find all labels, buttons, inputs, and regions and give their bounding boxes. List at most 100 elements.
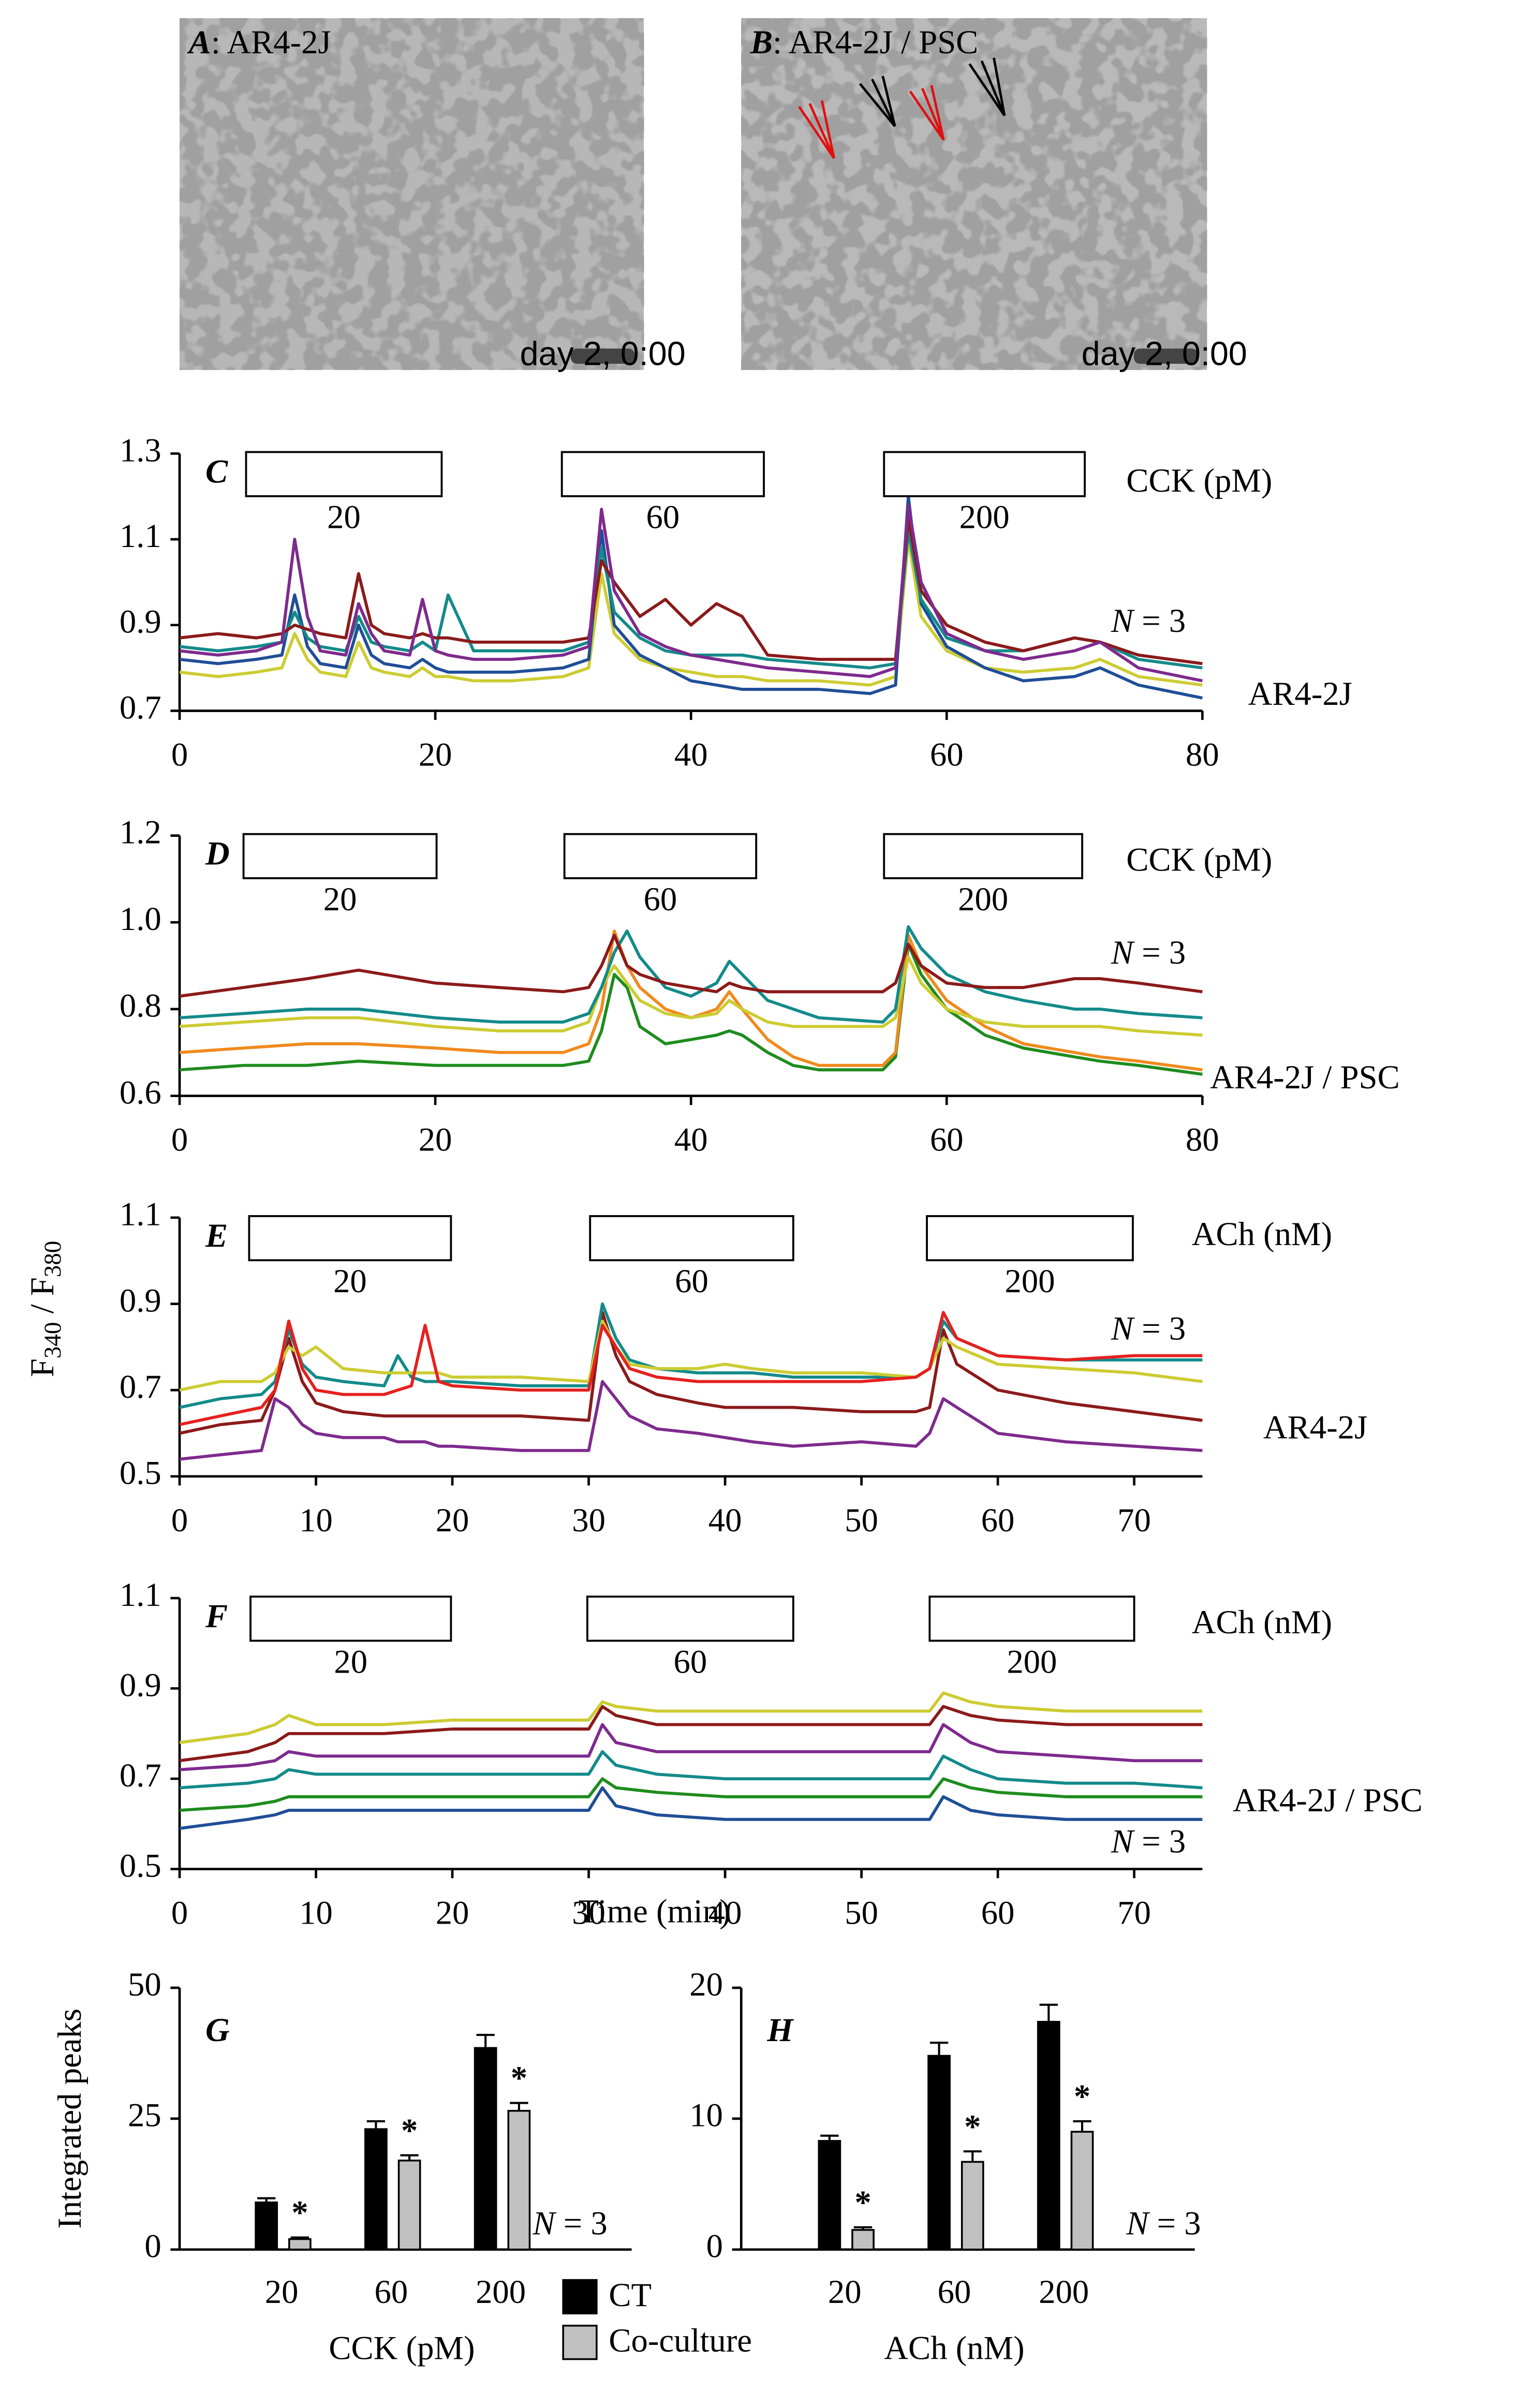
n-text: = 3 (1133, 1822, 1186, 1859)
stimulus-dose: 200 (958, 880, 1008, 918)
arrows-black (859, 57, 1006, 127)
significance: * (854, 2183, 871, 2221)
y-tick-label: 0.7 (120, 688, 161, 726)
n-text: = 3 (1133, 934, 1186, 971)
panel-letter: D (205, 835, 230, 872)
trace (179, 942, 1203, 1076)
stimulus-dose: 60 (646, 498, 680, 536)
trace (179, 934, 1203, 998)
bar (474, 2047, 497, 2251)
y-tick-label: 0.6 (120, 1073, 161, 1111)
error-bar (929, 2042, 949, 2056)
x-tick-label: 40 (674, 1121, 708, 1158)
bar (288, 2238, 312, 2251)
y-tick-label: 0.5 (120, 1846, 161, 1884)
stimulus-box (883, 451, 1086, 497)
stimulus-dose: 20 (334, 1643, 367, 1680)
x-tick-label: 0 (171, 735, 188, 773)
cell-label: AR4-2J / PSC (1210, 1058, 1400, 1096)
panel-letter: E (205, 1217, 228, 1254)
x-tick-label: 60 (930, 735, 964, 773)
cell-label: AR4-2J / PSC (1233, 1781, 1423, 1819)
trace (179, 955, 1203, 1037)
significance: * (1074, 2078, 1090, 2115)
legend-swatch (562, 2325, 598, 2360)
image-title: B: AR4-2J / PSC (750, 23, 978, 61)
significance: * (401, 2111, 418, 2149)
y-tick-label: 0 (144, 2227, 161, 2265)
arrows-red (798, 85, 945, 159)
error-bar (476, 2033, 495, 2048)
trace (179, 1723, 1203, 1771)
error-bar (366, 2120, 386, 2130)
x-axis-label: CCK (pM) (329, 2329, 475, 2367)
x-tick-label: 0 (171, 1894, 188, 1931)
y-tick-label: 0.5 (120, 1454, 161, 1491)
y-tick-label: 1.1 (120, 1576, 161, 1613)
panel-letter: F (205, 1597, 228, 1634)
error-bar (290, 2236, 309, 2239)
y-tick-label: 1.0 (120, 900, 161, 937)
stimulus-label: CCK (pM) (1126, 840, 1272, 878)
bar (818, 2140, 841, 2251)
image-stamp: day 2, 0:00 (1082, 334, 1247, 372)
cell-label: AR4-2J (1248, 675, 1352, 712)
x-tick-label: 40 (708, 1501, 742, 1539)
trace (179, 1705, 1203, 1763)
error-bar (963, 2150, 982, 2162)
bar (364, 2128, 388, 2251)
y-tick-label: 0.9 (120, 603, 161, 640)
n-label: N = 3 (1111, 602, 1186, 639)
panel-letter: C (205, 452, 228, 490)
subscript: 380 (39, 1241, 66, 1278)
stimulus-dose: 20 (333, 1262, 367, 1299)
trace (179, 1786, 1203, 1830)
legend-label: Co-culture (609, 2322, 752, 2359)
trace (179, 1311, 1203, 1426)
x-tick-label: 20 (436, 1894, 469, 1931)
n-var: N (1126, 2205, 1150, 2242)
x-tick-label: 20 (436, 1501, 469, 1539)
significance: * (511, 2059, 527, 2096)
x-tick-label: 30 (572, 1894, 605, 1931)
n-var: N (1111, 934, 1135, 971)
trace (179, 1777, 1203, 1812)
stimulus-box (589, 1215, 794, 1262)
x-tick-label: 50 (845, 1894, 878, 1931)
cell-label: AR4-2J (1263, 1408, 1367, 1445)
n-label: N = 3 (1111, 1309, 1186, 1347)
x-tick-label: 60 (930, 1121, 964, 1158)
n-label: N = 3 (1111, 934, 1186, 971)
x-tick-label: 60 (938, 2273, 971, 2310)
y-tick-label: 0 (706, 2227, 723, 2265)
stimulus-dose: 200 (1005, 1262, 1055, 1299)
n-label: N = 3 (1111, 1822, 1186, 1859)
panel-letter: A (187, 23, 211, 61)
stimulus-box (883, 833, 1084, 879)
x-tick-label: 80 (1186, 1121, 1219, 1158)
trace (179, 1750, 1203, 1790)
n-var: N (532, 2205, 557, 2242)
x-tick-label: 80 (1186, 735, 1219, 773)
image-label: : AR4-2J / PSC (773, 23, 978, 61)
n-var: N (1111, 602, 1135, 639)
n-text: = 3 (555, 2205, 608, 2242)
legend-swatch (562, 2279, 598, 2315)
y-axis-label: Integrated peaks (51, 2008, 88, 2229)
trace (179, 925, 1203, 1024)
stimulus-box (560, 451, 765, 497)
y-tick-label: 1.1 (120, 1195, 161, 1233)
x-tick-label: 20 (419, 735, 452, 773)
significance: * (964, 2108, 981, 2145)
x-tick-label: 20 (265, 2273, 299, 2310)
y-tick-label: 20 (689, 1966, 723, 2003)
bar (397, 2160, 421, 2251)
error-bar (257, 2197, 276, 2203)
x-tick-label: 200 (476, 2273, 526, 2310)
y-tick-label: 0.8 (120, 987, 161, 1024)
image-stamp: day 2, 0:00 (520, 334, 686, 372)
stimulus-dose: 60 (644, 880, 677, 918)
bar (851, 2229, 875, 2251)
